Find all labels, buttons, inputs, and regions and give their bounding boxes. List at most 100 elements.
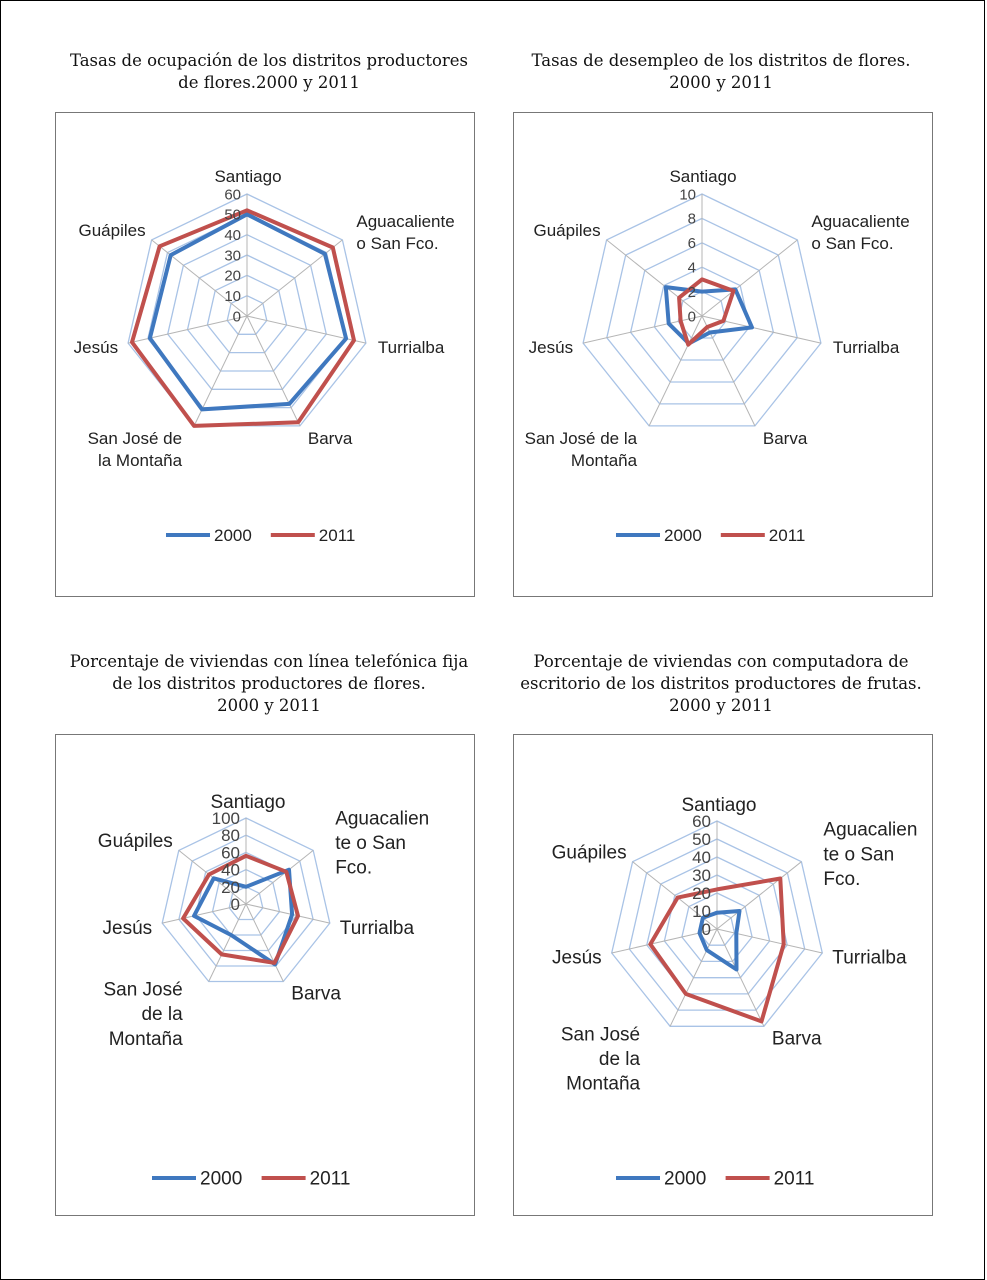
category-label-line: San José de la — [525, 429, 638, 448]
category-label-line: Turrialba — [832, 948, 907, 969]
category-label-line: Montaña — [566, 1074, 640, 1095]
tick-label: 0 — [702, 920, 711, 939]
category-label: San José de la Montaña — [88, 429, 183, 470]
spoke-line — [127, 315, 248, 344]
grid-ring — [629, 242, 775, 383]
chart-title-line: de los distritos productores de flores. — [112, 674, 426, 693]
category-label: Guápiles — [552, 842, 627, 863]
category-label-line: Guápiles — [533, 221, 600, 240]
tick-label: 60 — [692, 812, 711, 831]
legend-label: 2011 — [769, 526, 806, 545]
category-label-line: Jesús — [74, 338, 118, 357]
category-label: Santiago — [214, 167, 281, 186]
category-label-line: Guápiles — [78, 221, 145, 240]
tick-label: 0 — [231, 895, 240, 914]
category-label-line: Barva — [308, 429, 353, 448]
series-line-2000 — [147, 212, 349, 412]
category-label: Guápiles — [533, 221, 600, 240]
spoke-line — [716, 928, 765, 1027]
tick-label: 60 — [221, 843, 240, 862]
category-label-line: la Montaña — [98, 451, 183, 470]
tick-label: 50 — [224, 207, 241, 224]
category-label: Santiago — [669, 167, 736, 186]
grid-ring — [206, 274, 288, 354]
spoke-line — [606, 239, 703, 317]
grid-ring — [610, 820, 824, 1027]
series-line-2011 — [181, 853, 300, 965]
category-label: Jesús — [529, 338, 573, 357]
series-line-2011 — [648, 876, 786, 1024]
category-label-line: Jesús — [103, 918, 153, 939]
category-label: Barva — [291, 984, 341, 1005]
tick-label: 8 — [688, 211, 696, 228]
category-label-line: Barva — [763, 429, 808, 448]
grid-ring — [178, 834, 314, 967]
tick-label: 40 — [692, 848, 711, 867]
spoke-line — [245, 903, 284, 982]
category-label: Turrialba — [832, 948, 907, 969]
category-label: Santiago — [681, 795, 756, 816]
category-label-line: Jesús — [529, 338, 573, 357]
spoke-line — [246, 315, 301, 427]
category-label: Turrialba — [833, 338, 900, 357]
chart-title-line: 2000 y 2011 — [217, 696, 321, 715]
tick-label: 4 — [688, 259, 696, 276]
tick-label: 40 — [221, 861, 240, 880]
chart-title: Porcentaje de viviendas con línea telefó… — [49, 651, 489, 717]
grid-ring — [226, 294, 268, 335]
spoke-line — [246, 239, 343, 317]
category-label: Jesús — [74, 338, 118, 357]
spoke-line — [245, 903, 330, 924]
spoke-line — [716, 928, 823, 954]
spoke-line — [716, 861, 802, 930]
category-label-line: Aguacaliente — [356, 212, 454, 231]
category-label-line: Montaña — [109, 1029, 183, 1050]
spoke-line — [701, 239, 798, 317]
series-line-2011 — [677, 277, 736, 347]
category-label-line: Fco. — [823, 869, 860, 890]
tick-label: 30 — [224, 247, 241, 264]
category-label-line: Jesús — [552, 948, 602, 969]
grid-ring — [582, 193, 822, 427]
category-label: Barva — [772, 1028, 822, 1049]
category-label-line: Montaña — [571, 451, 638, 470]
grid-ring — [646, 856, 788, 995]
tick-label: 20 — [221, 878, 240, 897]
chart-title-line: Porcentaje de viviendas con línea telefó… — [69, 652, 469, 671]
grid-ring — [681, 892, 753, 963]
category-label: Guápiles — [98, 831, 173, 852]
legend-label: 2011 — [310, 1169, 351, 1190]
category-label-line: Aguacaliente — [811, 212, 909, 231]
category-label-line: Fco. — [335, 858, 372, 879]
category-label-line: San José — [561, 1024, 640, 1045]
legend-label: 2000 — [200, 1169, 242, 1190]
category-label: San José de la Montaña — [525, 429, 638, 470]
spoke-line — [162, 903, 247, 924]
category-label-line: Turrialba — [378, 338, 445, 357]
tick-label: 10 — [224, 288, 241, 305]
tick-label: 60 — [224, 186, 241, 203]
tick-label: 6 — [688, 235, 696, 252]
category-label-line: de la — [141, 1004, 183, 1025]
chart-title-line: 2000 y 2011 — [669, 696, 773, 715]
tick-label: 10 — [692, 902, 711, 921]
tick-label: 0 — [688, 308, 696, 325]
series-line-2011 — [130, 208, 356, 428]
category-label: Aguacalien te o San Fco. — [823, 820, 917, 890]
category-label: Turrialba — [340, 918, 415, 939]
legend-label: 2000 — [664, 526, 702, 545]
radar-chart-panel: 0 2 4 6 8 10 Santiago Aguacaliente o San Fco. Tur… — [513, 112, 933, 597]
chart-title: Porcentaje de viviendas con computadora … — [501, 651, 941, 717]
category-label-line: Santiago — [681, 795, 756, 816]
tick-label: 40 — [224, 227, 241, 244]
category-label-line: te o San — [823, 844, 894, 865]
category-label-line: Guápiles — [552, 842, 627, 863]
legend-label: 2000 — [664, 1169, 706, 1190]
tick-label: 2 — [688, 284, 696, 301]
category-label-line: Barva — [291, 984, 341, 1005]
category-label: Aguacalien te o San Fco. — [335, 808, 429, 878]
legend-label: 2011 — [774, 1169, 815, 1190]
